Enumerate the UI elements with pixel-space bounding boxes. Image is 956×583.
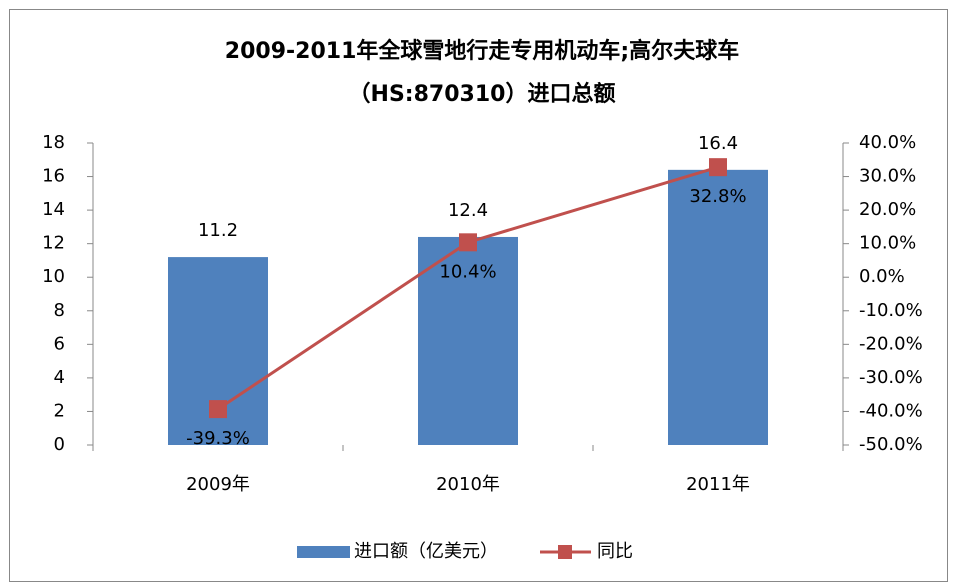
bar — [668, 169, 768, 445]
line-value-label: 10.4% — [439, 261, 496, 282]
y-tick-label: 6 — [54, 333, 65, 354]
y2-tick-label: -40.0% — [859, 400, 923, 421]
legend-swatch — [297, 546, 350, 558]
legend-swatch — [558, 545, 572, 559]
y-tick-label: 12 — [42, 233, 65, 254]
x-tick-label: 2011年 — [686, 474, 750, 495]
y-tick-label: 2 — [54, 400, 65, 421]
chart-title: （HS:870310）进口总额 — [349, 81, 616, 107]
bar-value-label: 11.2 — [198, 220, 238, 241]
y-tick-label: 0 — [54, 434, 65, 455]
legend-label: 同比 — [597, 541, 633, 562]
line-value-label: 32.8% — [689, 186, 746, 207]
y2-tick-label: 0.0% — [859, 266, 905, 287]
y-tick-label: 18 — [42, 132, 65, 153]
y-tick-label: 4 — [54, 367, 65, 388]
y2-tick-label: 40.0% — [859, 132, 916, 153]
line-marker — [709, 158, 727, 177]
y2-tick-label: -50.0% — [859, 434, 923, 455]
legend-label: 进口额（亿美元） — [354, 541, 498, 562]
y2-tick-label: -30.0% — [859, 367, 923, 388]
chart-title: 2009-2011年全球雪地行走专用机动车;高尔夫球车 — [225, 38, 739, 64]
bar-value-label: 12.4 — [448, 200, 488, 221]
y-tick-label: 10 — [42, 266, 65, 287]
bar — [418, 236, 518, 445]
y-tick-label: 14 — [42, 199, 65, 220]
y2-tick-label: 20.0% — [859, 199, 916, 220]
y2-tick-label: -10.0% — [859, 300, 923, 321]
y-tick-label: 8 — [54, 300, 65, 321]
y2-tick-label: 30.0% — [859, 166, 916, 187]
y2-tick-label: 10.0% — [859, 233, 916, 254]
y2-tick-label: -20.0% — [859, 333, 923, 354]
line-marker — [209, 400, 227, 419]
x-tick-label: 2010年 — [436, 474, 500, 495]
bar-value-label: 16.4 — [698, 133, 738, 154]
line-value-label: -39.3% — [186, 428, 250, 449]
y-tick-label: 16 — [42, 166, 65, 187]
line-marker — [459, 233, 477, 252]
x-tick-label: 2009年 — [186, 474, 250, 495]
